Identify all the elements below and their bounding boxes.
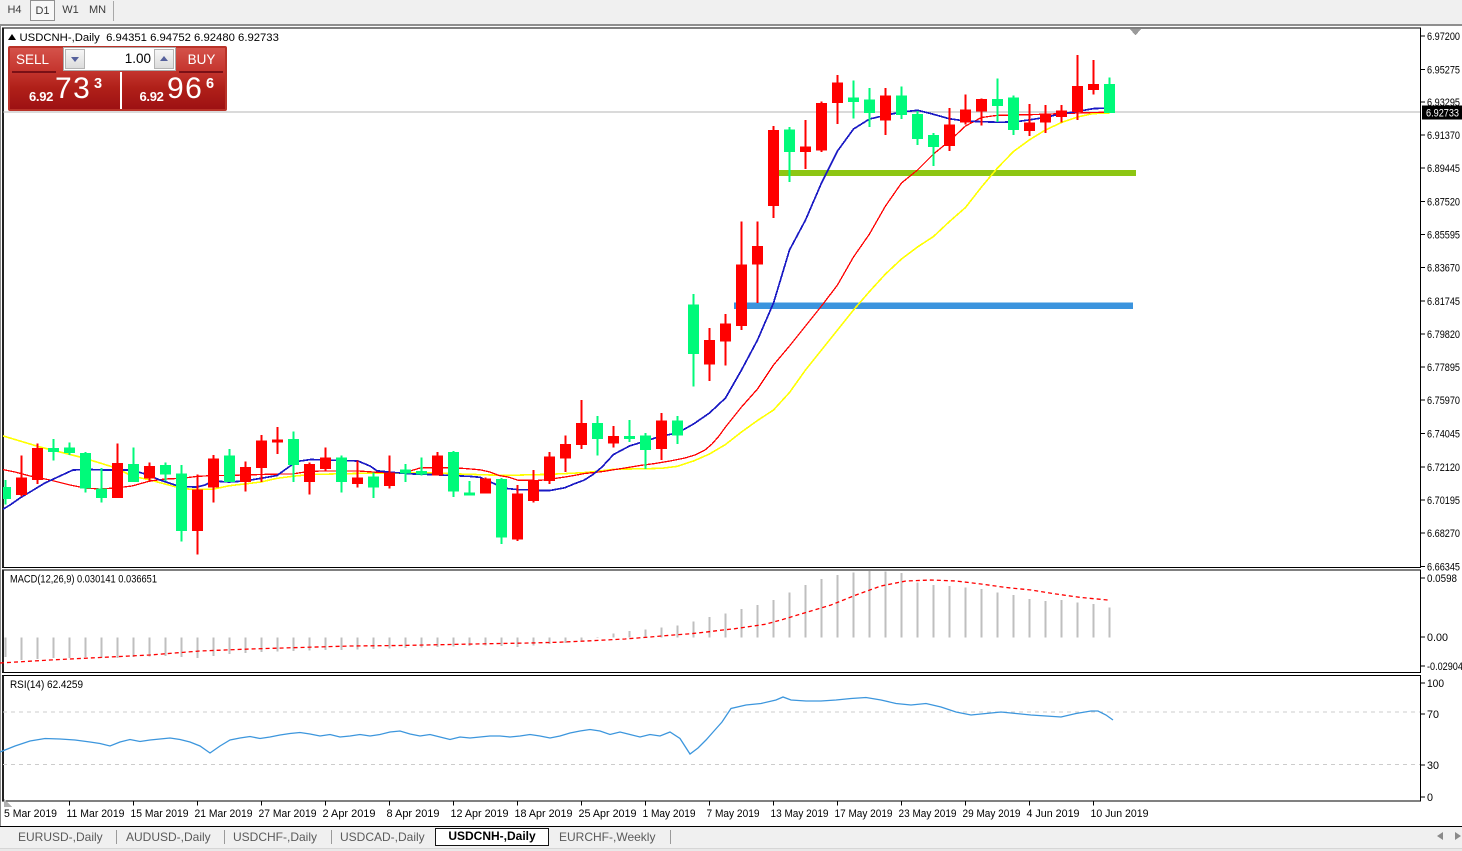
svg-text:6.79820: 6.79820 bbox=[1427, 329, 1460, 341]
svg-text:17 May 2019: 17 May 2019 bbox=[835, 808, 893, 820]
svg-text:-0.029045: -0.029045 bbox=[1427, 661, 1462, 673]
svg-text:30: 30 bbox=[1427, 760, 1439, 772]
svg-text:13 May 2019: 13 May 2019 bbox=[771, 808, 829, 820]
svg-text:6.87520: 6.87520 bbox=[1427, 196, 1460, 208]
svg-text:25 Apr 2019: 25 Apr 2019 bbox=[579, 808, 637, 820]
svg-text:10 Jun 2019: 10 Jun 2019 bbox=[1091, 808, 1149, 820]
svg-text:6.92733: 6.92733 bbox=[1426, 108, 1459, 120]
svg-text:4 Jun 2019: 4 Jun 2019 bbox=[1027, 808, 1080, 820]
svg-text:8 Apr 2019: 8 Apr 2019 bbox=[387, 808, 440, 820]
svg-text:6.70195: 6.70195 bbox=[1427, 495, 1460, 507]
svg-text:6.91370: 6.91370 bbox=[1427, 130, 1460, 142]
svg-text:0.0598: 0.0598 bbox=[1427, 573, 1457, 585]
svg-text:12 Apr 2019: 12 Apr 2019 bbox=[451, 808, 509, 820]
svg-text:0.00: 0.00 bbox=[1427, 632, 1448, 644]
svg-text:5 Mar 2019: 5 Mar 2019 bbox=[4, 808, 57, 820]
svg-text:7 May 2019: 7 May 2019 bbox=[707, 808, 760, 820]
svg-text:6.74045: 6.74045 bbox=[1427, 429, 1460, 441]
svg-text:6.95275: 6.95275 bbox=[1427, 64, 1460, 76]
svg-text:6.85595: 6.85595 bbox=[1427, 230, 1460, 242]
svg-text:70: 70 bbox=[1427, 709, 1439, 721]
svg-text:23 May 2019: 23 May 2019 bbox=[899, 808, 957, 820]
svg-text:27 Mar 2019: 27 Mar 2019 bbox=[259, 808, 317, 820]
svg-text:MACD(12,26,9) 0.030141 0.03665: MACD(12,26,9) 0.030141 0.036651 bbox=[10, 574, 157, 586]
svg-text:29 May 2019: 29 May 2019 bbox=[963, 808, 1021, 820]
svg-text:21 Mar 2019: 21 Mar 2019 bbox=[195, 808, 253, 820]
svg-text:15 Mar 2019: 15 Mar 2019 bbox=[131, 808, 189, 820]
svg-text:1 May 2019: 1 May 2019 bbox=[643, 808, 696, 820]
svg-text:6.75970: 6.75970 bbox=[1427, 395, 1460, 407]
svg-text:6.72120: 6.72120 bbox=[1427, 462, 1460, 474]
svg-text:6.97200: 6.97200 bbox=[1427, 31, 1460, 43]
svg-text:6.66345: 6.66345 bbox=[1427, 561, 1460, 573]
svg-text:6.81745: 6.81745 bbox=[1427, 296, 1460, 308]
svg-text:6.89445: 6.89445 bbox=[1427, 163, 1460, 175]
svg-text:6.77895: 6.77895 bbox=[1427, 362, 1460, 374]
svg-text:6.68270: 6.68270 bbox=[1427, 528, 1460, 540]
svg-text:RSI(14) 62.4259: RSI(14) 62.4259 bbox=[10, 679, 83, 691]
svg-text:11 Mar 2019: 11 Mar 2019 bbox=[67, 808, 125, 820]
svg-text:6.83670: 6.83670 bbox=[1427, 263, 1460, 275]
svg-text:100: 100 bbox=[1427, 678, 1444, 690]
svg-text:18 Apr 2019: 18 Apr 2019 bbox=[515, 808, 573, 820]
svg-text:2 Apr 2019: 2 Apr 2019 bbox=[323, 808, 376, 820]
svg-text:0: 0 bbox=[1427, 792, 1433, 804]
